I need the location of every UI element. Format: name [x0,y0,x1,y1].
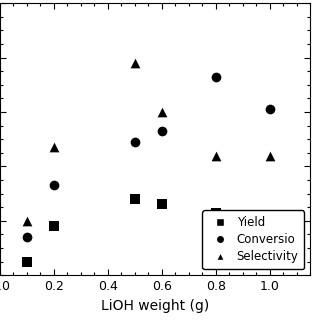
Point [159,202,164,207]
Point [24,235,29,240]
Point [52,224,57,229]
Point [24,259,29,264]
Point [132,139,138,144]
Point [24,218,29,223]
Point [52,145,57,150]
Point [213,153,219,158]
Point [267,107,272,112]
Point [213,74,219,79]
Point [132,60,138,66]
Legend: Yield, Conversio, Selectivity: Yield, Conversio, Selectivity [203,210,305,269]
Point [52,183,57,188]
Point [159,109,164,115]
X-axis label: LiOH weight (g): LiOH weight (g) [101,299,209,313]
Point [213,210,219,215]
Point [267,216,272,221]
Point [267,153,272,158]
Point [159,128,164,134]
Point [132,196,138,202]
